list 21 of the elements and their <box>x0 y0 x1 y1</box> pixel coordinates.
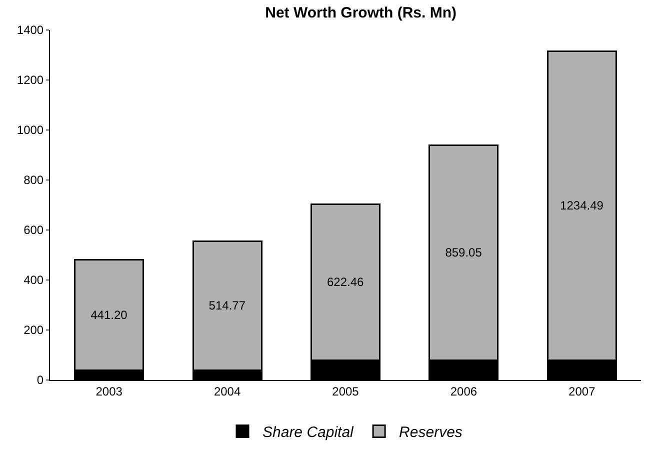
x-tick-label: 2004 <box>214 384 241 398</box>
y-tick-label: 200 <box>24 323 44 338</box>
y-tick-label: 1400 <box>16 23 44 38</box>
data-label: 1234.49 <box>560 198 604 213</box>
y-tick-label: 800 <box>24 173 44 188</box>
data-label: 441.20 <box>90 308 128 322</box>
y-tick-label: 1200 <box>16 73 44 88</box>
y-tick-label: 1000 <box>16 123 44 138</box>
data-label: 514.77 <box>208 298 246 313</box>
y-tick-label: 400 <box>24 273 44 288</box>
y-tick-label: 600 <box>24 223 44 238</box>
x-tick-label: 2003 <box>96 384 123 398</box>
x-tick-label: 2006 <box>450 384 478 398</box>
x-tick-label: 2007 <box>568 384 596 398</box>
data-label: 859.05 <box>445 246 482 260</box>
x-tick-label: 2005 <box>332 384 360 398</box>
y-tick-label: 0 <box>36 373 44 388</box>
legend-label: Share Capital <box>262 424 354 442</box>
data-label: 622.46 <box>326 275 364 290</box>
chart-title: Net Worth Growth (Rs. Mn) <box>265 4 456 22</box>
legend-label: Reserves <box>399 424 463 442</box>
